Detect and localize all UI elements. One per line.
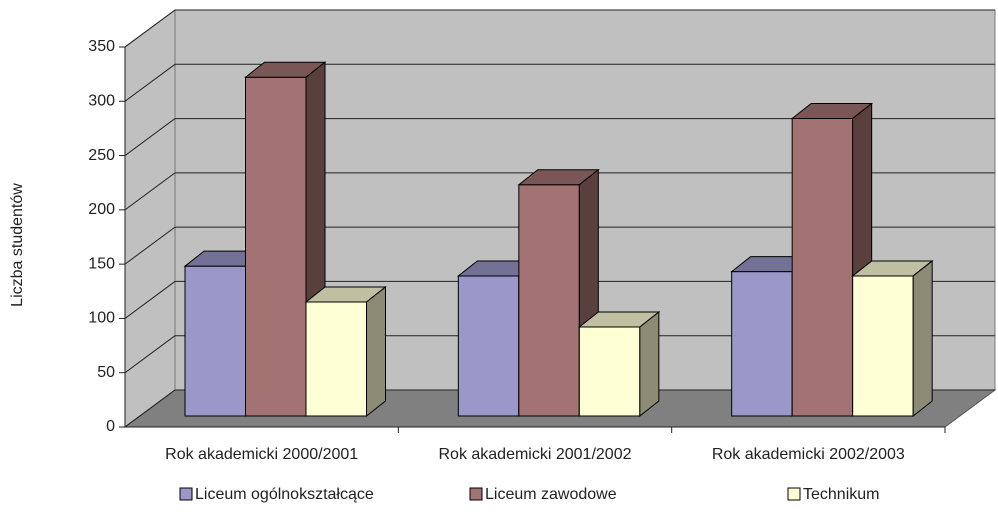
grid-line — [124, 335, 176, 374]
side-wall — [124, 9, 176, 428]
grid-line — [124, 63, 176, 102]
legend-swatch — [469, 487, 483, 501]
bar — [457, 275, 520, 417]
bar — [731, 271, 793, 417]
bar-side — [366, 285, 386, 418]
grid-line — [124, 118, 176, 156]
bar-side — [912, 259, 933, 418]
y-tick-label: 200 — [88, 201, 115, 218]
legend-label: Technikum — [803, 486, 879, 503]
legend-label: Liceum ogólnokształcące — [195, 486, 374, 503]
y-axis-title: Liczba studentów — [9, 183, 26, 307]
grid-line — [124, 9, 176, 48]
y-tick-label: 0 — [106, 418, 115, 435]
legend-swatch — [179, 487, 193, 501]
y-tick-label: 350 — [88, 38, 115, 55]
y-tick-label: 100 — [88, 310, 115, 327]
grid-line — [124, 389, 176, 428]
bar — [852, 275, 914, 417]
bar — [791, 118, 854, 417]
x-tick-label: Rok akademicki 2002/2003 — [712, 446, 905, 463]
y-tick-label: 250 — [88, 147, 115, 164]
bar — [305, 301, 367, 417]
bar-side — [639, 310, 660, 418]
legend-swatch — [787, 487, 801, 501]
grid-line — [124, 172, 176, 211]
bar — [518, 184, 580, 417]
grid-line — [124, 281, 176, 319]
y-tick-label: 50 — [97, 364, 115, 381]
y-tick-label: 300 — [88, 93, 115, 110]
bar — [245, 76, 307, 417]
legend-label: Liceum zawodowe — [485, 486, 617, 503]
x-tick-label: Rok akademicki 2000/2001 — [165, 446, 358, 463]
bar — [184, 265, 246, 417]
x-tick-label: Rok akademicki 2001/2002 — [438, 446, 631, 463]
grid-line — [124, 226, 176, 265]
bar — [578, 326, 641, 417]
y-tick-label: 150 — [88, 255, 115, 272]
